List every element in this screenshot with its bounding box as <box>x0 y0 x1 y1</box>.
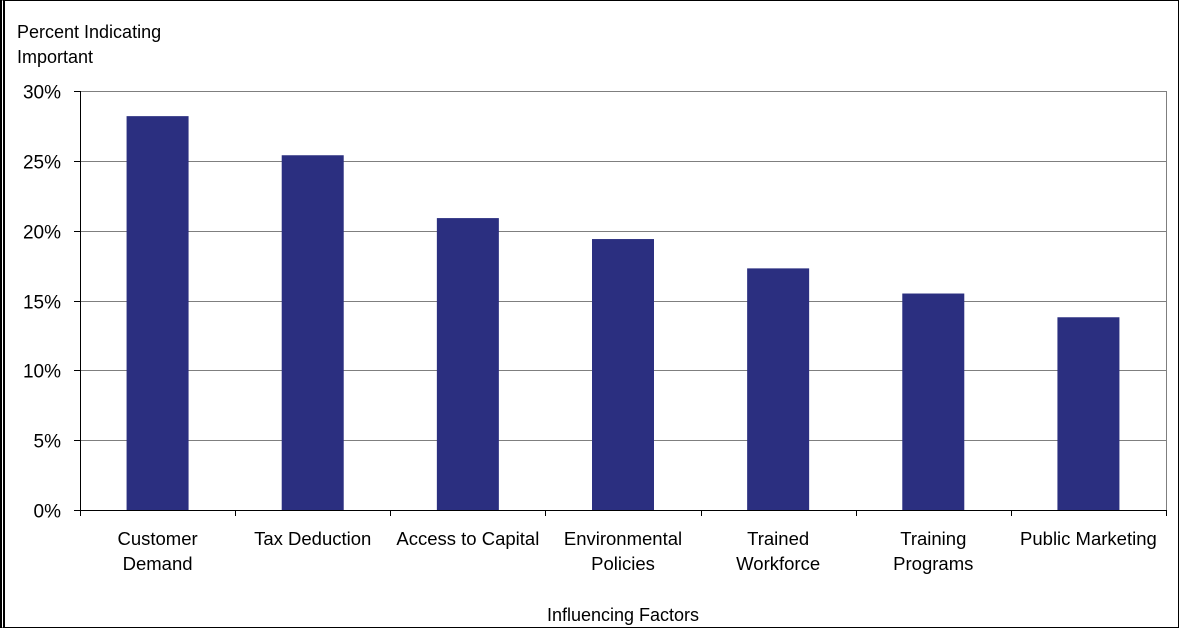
x-tick-label: Access to Capital <box>396 528 539 549</box>
y-tick-label: 0% <box>34 502 62 523</box>
bar <box>1057 317 1120 510</box>
x-tick-label: Training Programs <box>893 528 973 574</box>
y-tick-label: 20% <box>23 223 61 244</box>
bar <box>902 293 965 510</box>
x-tick-label: Public Marketing <box>1020 528 1157 549</box>
bar <box>592 239 654 510</box>
bar <box>126 116 189 510</box>
bar <box>747 268 810 510</box>
bar <box>436 218 499 510</box>
y-axis-title: Percent Indicating Important <box>17 22 161 67</box>
bar-chart: 0% 5% 10% 15% 20% 25% 30% Customer Demand Tax Ded… <box>17 22 1167 625</box>
x-tick-label: Environmental Policies <box>564 528 682 574</box>
y-tick-label: 15% <box>23 293 61 314</box>
y-tick-label: 5% <box>34 432 62 453</box>
x-tick-label: Customer Demand <box>117 528 197 574</box>
x-tick-label: Trained Workforce <box>736 528 820 574</box>
x-axis-title: Influencing Factors <box>547 605 699 625</box>
y-tick-label: 25% <box>23 153 61 174</box>
y-tick-label: 10% <box>23 362 61 383</box>
y-tick-label: 30% <box>23 83 61 104</box>
x-tick-label: Tax Deduction <box>254 528 371 549</box>
bar <box>281 155 344 510</box>
